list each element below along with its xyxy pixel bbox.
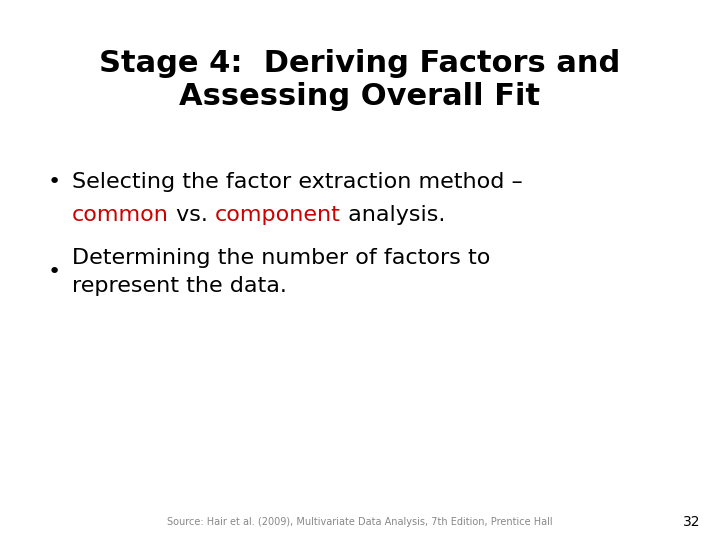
Text: Source: Hair et al. (2009), Multivariate Data Analysis, 7th Edition, Prentice Ha: Source: Hair et al. (2009), Multivariate…	[167, 517, 553, 527]
Text: Determining the number of factors to
represent the data.: Determining the number of factors to rep…	[72, 248, 490, 296]
Text: 32: 32	[683, 515, 700, 529]
Text: •: •	[48, 262, 61, 282]
Text: component: component	[215, 205, 341, 225]
Text: Stage 4:  Deriving Factors and
Assessing Overall Fit: Stage 4: Deriving Factors and Assessing …	[99, 49, 621, 111]
Text: analysis.: analysis.	[341, 205, 445, 225]
Text: vs.: vs.	[169, 205, 215, 225]
Text: •: •	[48, 172, 61, 192]
Text: Selecting the factor extraction method –: Selecting the factor extraction method –	[72, 172, 523, 192]
Text: common: common	[72, 205, 169, 225]
